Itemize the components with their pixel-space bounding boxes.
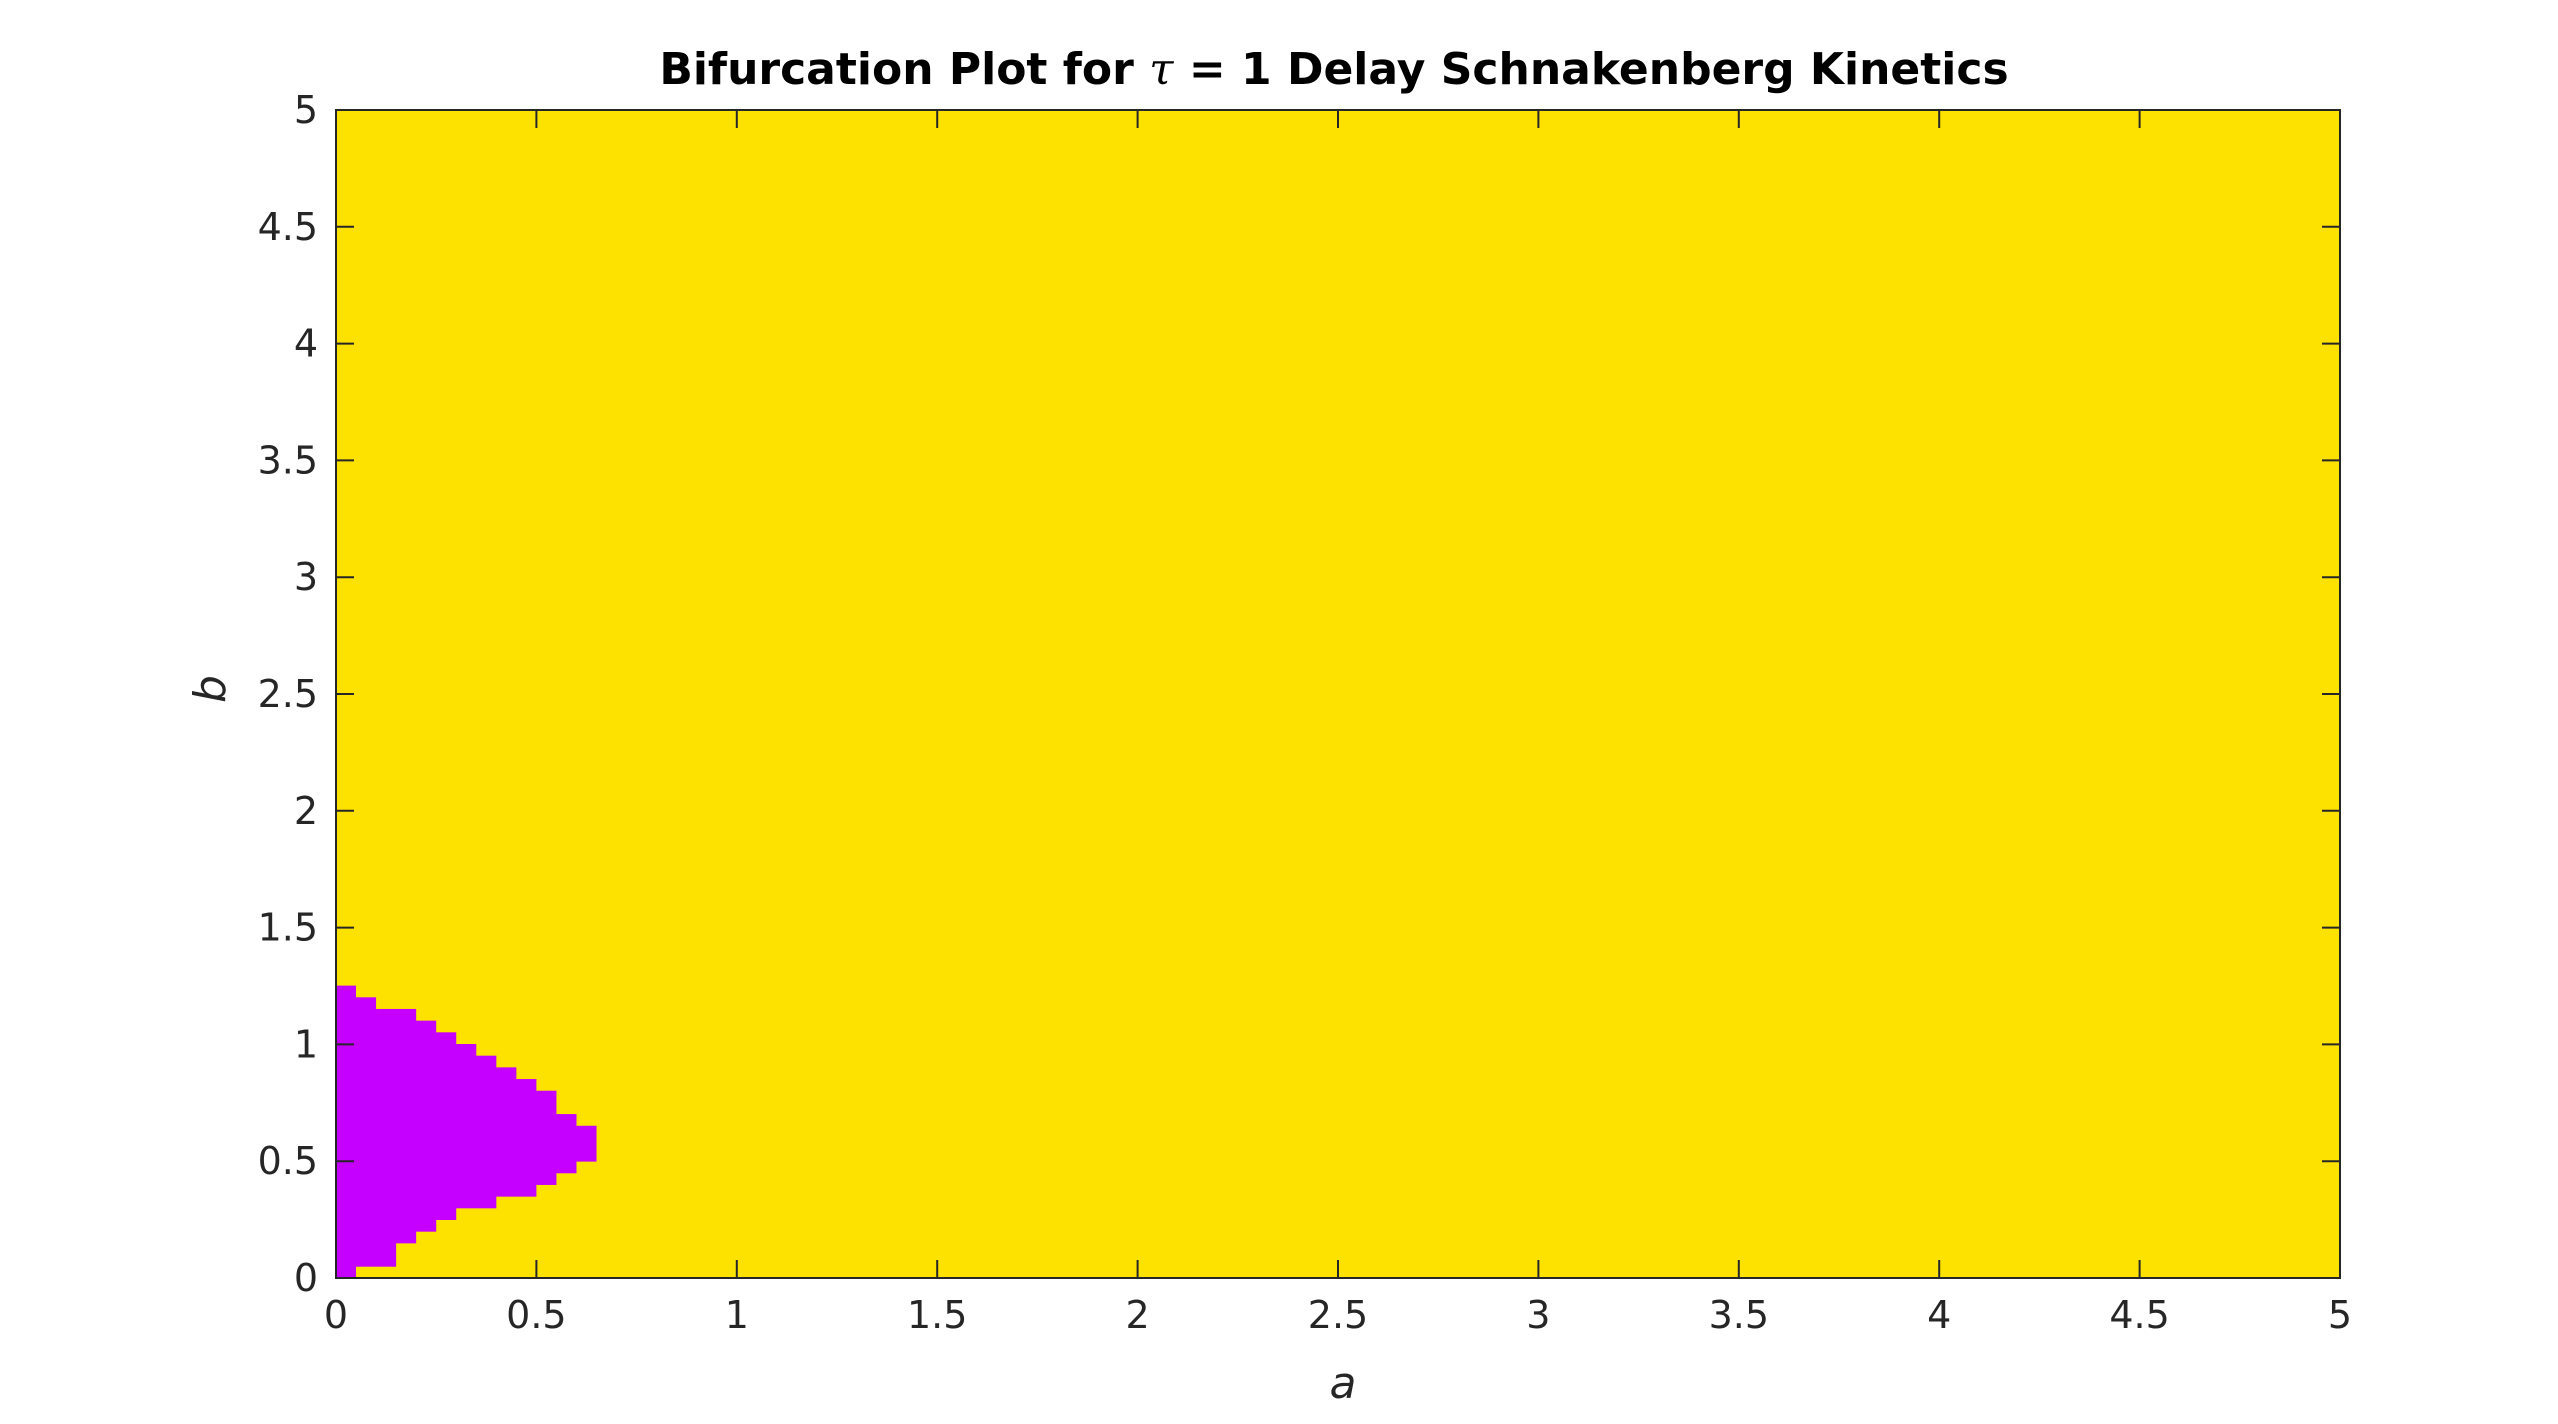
- region-row-20: [336, 1032, 457, 1045]
- region-row-23: [336, 997, 377, 1010]
- y-tick-label-4: 2: [294, 789, 318, 833]
- chart-title-symbol: τ: [1149, 44, 1174, 95]
- region-row-22: [336, 1008, 417, 1022]
- chart-title-prefix: Bifurcation Plot for: [659, 44, 1149, 95]
- y-tick-label-9: 4.5: [258, 205, 318, 249]
- region-row-1: [336, 1254, 397, 1267]
- axes-frame: [335, 109, 2341, 1279]
- y-tick-label-6: 3: [294, 555, 318, 599]
- region-row-17: [336, 1067, 517, 1080]
- x-axis-label: a: [1330, 1358, 1357, 1409]
- region-row-11: [336, 1137, 597, 1150]
- region-row-2: [336, 1242, 397, 1256]
- x-tick-label-1: 0.5: [506, 1293, 566, 1337]
- plot-area: [336, 110, 2340, 1279]
- y-tick-label-10: 5: [294, 88, 318, 132]
- region-row-8: [336, 1172, 557, 1185]
- region-row-19: [336, 1044, 477, 1057]
- region-row-16: [336, 1079, 537, 1092]
- region-row-10: [336, 1149, 597, 1162]
- region-row-7: [336, 1184, 537, 1197]
- x-tick-label-8: 4: [1927, 1293, 1951, 1337]
- y-tick-label-5: 2.5: [258, 672, 318, 716]
- y-tick-labels: 0 0.5 1 1.5 2 2.5 3 3.5 4 4.5 5: [258, 88, 318, 1300]
- y-tick-label-0: 0: [294, 1256, 318, 1300]
- region-row-15: [336, 1090, 557, 1104]
- unstable-region: [336, 985, 597, 1279]
- x-tick-label-10: 5: [2328, 1293, 2352, 1337]
- x-tick-label-9: 4.5: [2109, 1293, 2169, 1337]
- chart-title-suffix: = 1 Delay Schnakenberg Kinetics: [1174, 44, 2009, 95]
- x-tick-label-0: 0: [324, 1293, 348, 1337]
- region-row-24: [336, 985, 357, 999]
- region-row-5: [336, 1207, 457, 1220]
- region-row-14: [336, 1102, 557, 1115]
- x-tick-label-7: 3.5: [1709, 1293, 1769, 1337]
- x-tick-label-2: 1: [725, 1293, 749, 1337]
- region-row-21: [336, 1020, 437, 1034]
- y-tick-label-3: 1.5: [258, 906, 318, 950]
- region-row-0: [336, 1265, 357, 1279]
- x-tick-label-5: 2.5: [1308, 1293, 1368, 1337]
- x-tick-label-3: 1.5: [907, 1293, 967, 1337]
- region-row-18: [336, 1055, 497, 1069]
- x-tick-label-6: 3: [1526, 1293, 1550, 1337]
- region-row-3: [336, 1230, 417, 1244]
- x-tick-label-4: 2: [1126, 1293, 1150, 1337]
- x-tick-labels: 0 0.5 1 1.5 2 2.5 3 3.5 4 4.5 5: [324, 1293, 2352, 1337]
- y-tick-label-8: 4: [294, 322, 318, 366]
- chart-title: Bifurcation Plot for τ = 1 Delay Schnake…: [659, 44, 2008, 95]
- y-tick-label-1: 0.5: [258, 1139, 318, 1183]
- region-row-9: [336, 1160, 577, 1174]
- region-row-4: [336, 1219, 437, 1232]
- stable-region: [336, 110, 2340, 1278]
- y-axis-label: b: [185, 675, 236, 703]
- region-row-6: [336, 1195, 497, 1209]
- region-row-12: [336, 1125, 597, 1139]
- y-tick-label-2: 1: [294, 1022, 318, 1066]
- region-row-13: [336, 1114, 577, 1127]
- y-tick-label-7: 3.5: [258, 438, 318, 482]
